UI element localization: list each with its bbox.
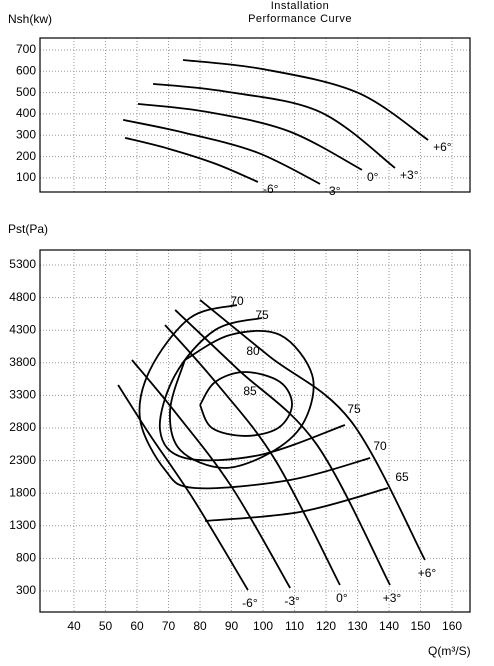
x-tick-label: 70: [162, 619, 176, 633]
plot-frame: [39, 249, 471, 613]
x-tick-label: 110: [285, 619, 304, 633]
x-tick-label: 160: [442, 619, 462, 633]
y-axis-label: Pst(Pa): [8, 222, 48, 236]
efficiency-contour: [158, 317, 346, 462]
curve-label: 0°: [336, 591, 348, 605]
blade-curve: [164, 324, 341, 586]
contour-label: 70: [373, 439, 387, 453]
x-tick-label: 100: [253, 619, 273, 633]
x-axis-label: Q(m³/S): [428, 644, 471, 658]
blade-curve: [122, 119, 321, 185]
contour-label: 75: [347, 402, 361, 416]
efficiency-contour: [169, 329, 315, 469]
chart-title: Installation Performance Curve: [248, 0, 352, 25]
efficiency-contour: [204, 487, 389, 522]
blade-curve: [117, 384, 249, 591]
y-tick-label: 400: [16, 106, 36, 120]
y-tick-label: 3300: [9, 388, 36, 402]
y-axis-label: Nsh(kw): [8, 12, 52, 26]
y-tick-label: 800: [16, 551, 36, 565]
curve-label: -3°: [284, 594, 300, 608]
contour-label: 70: [230, 294, 244, 308]
y-tick-label: 100: [16, 170, 36, 184]
plot-frame: [39, 37, 471, 193]
x-tick-label: 120: [316, 619, 336, 633]
blade-curve: [131, 359, 291, 589]
y-tick-label: 1800: [9, 485, 36, 499]
x-tick-label: 90: [225, 619, 239, 633]
contour-label: 85: [243, 384, 257, 398]
blade-curve: [152, 82, 396, 169]
y-tick-label: 500: [16, 85, 36, 99]
curve-label: +3°: [383, 591, 402, 605]
curve-label: -6°: [263, 182, 279, 196]
x-tick-label: 50: [99, 619, 113, 633]
y-tick-label: 4800: [9, 290, 36, 304]
y-tick-label: 2800: [9, 420, 36, 434]
y-tick-label: 300: [16, 583, 36, 597]
y-tick-label: 600: [16, 63, 36, 77]
y-tick-label: 700: [16, 42, 36, 56]
contour-label: 75: [255, 308, 269, 322]
blade-curve: [124, 136, 259, 183]
y-tick-label: 4300: [9, 322, 36, 336]
blade-curve: [137, 103, 363, 171]
y-tick-label: 200: [16, 149, 36, 163]
x-tick-label: 140: [379, 619, 399, 633]
x-tick-label: 150: [411, 619, 431, 633]
curve-label: -3°: [325, 184, 341, 198]
y-tick-label: 300: [16, 127, 36, 141]
contour-label: 65: [395, 470, 409, 484]
curve-label: -6°: [242, 596, 258, 610]
curve-label: +3°: [400, 168, 419, 182]
y-tick-label: 1300: [9, 518, 36, 532]
efficiency-contour: [138, 304, 371, 490]
x-tick-label: 80: [193, 619, 207, 633]
x-tick-label: 60: [130, 619, 144, 633]
curve-label: 0°: [367, 170, 379, 184]
y-tick-label: 3800: [9, 355, 36, 369]
x-tick-label: 130: [348, 619, 368, 633]
curve-label: +6°: [433, 140, 452, 154]
contour-label: 80: [246, 344, 260, 358]
y-tick-label: 2300: [9, 453, 36, 467]
blade-curve: [182, 59, 429, 141]
blade-curve: [199, 299, 426, 561]
x-tick-label: 40: [67, 619, 81, 633]
efficiency-contour: [199, 371, 293, 437]
y-tick-label: 5300: [9, 257, 36, 271]
curve-label: +6°: [418, 566, 437, 580]
blade-curve: [174, 309, 391, 586]
